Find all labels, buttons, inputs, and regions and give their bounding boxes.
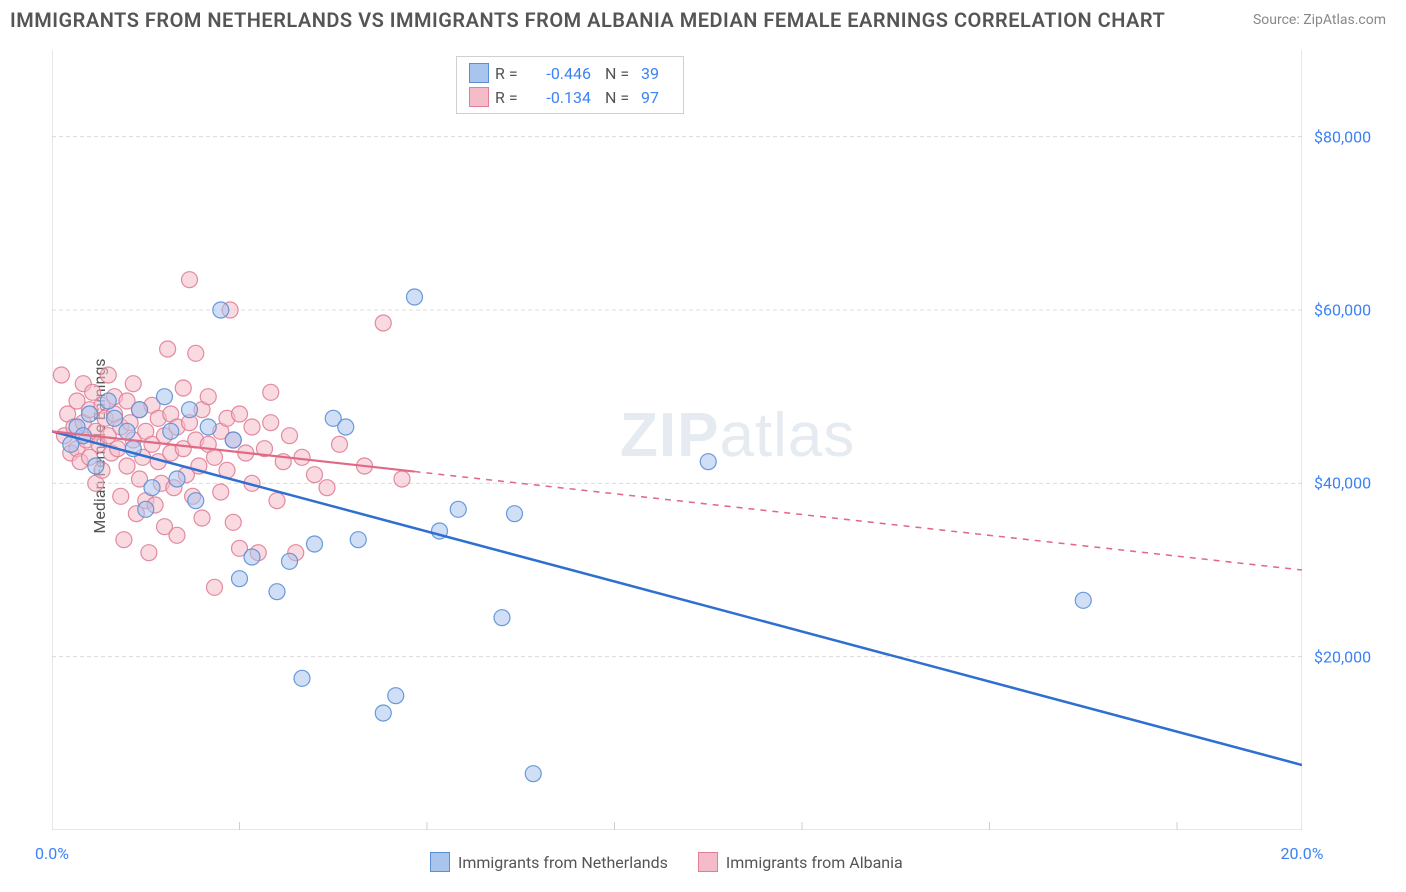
scatter-point [244, 549, 260, 565]
scatter-point [213, 484, 229, 500]
scatter-point [494, 610, 510, 626]
scatter-point [175, 380, 191, 396]
scatter-point [263, 415, 279, 431]
scatter-point [182, 272, 198, 288]
y-tick-label: $60,000 [1314, 301, 1371, 320]
scatter-point [263, 384, 279, 400]
legend-swatch [698, 852, 718, 872]
scatter-point [269, 493, 285, 509]
source-attribution: Source: ZipAtlas.com [1253, 12, 1386, 28]
scatter-point [182, 402, 198, 418]
scatter-point [525, 766, 541, 782]
legend-row: R =-0.446N =39 [469, 61, 671, 85]
scatter-point [116, 532, 132, 548]
trend-line-extrapolated [415, 472, 1303, 570]
scatter-point [375, 315, 391, 331]
scatter-point [169, 471, 185, 487]
scatter-point [160, 341, 176, 357]
scatter-plot [52, 50, 1302, 830]
scatter-point [200, 389, 216, 405]
legend-label: Immigrants from Netherlands [458, 853, 668, 872]
scatter-point [225, 514, 241, 530]
scatter-point [350, 532, 366, 548]
scatter-point [307, 536, 323, 552]
series-legend: Immigrants from Netherlands Immigrants fr… [430, 852, 903, 872]
scatter-point [138, 501, 154, 517]
scatter-point [141, 545, 157, 561]
legend-row: R =-0.134N =97 [469, 85, 671, 109]
scatter-point [394, 471, 410, 487]
scatter-point [144, 480, 160, 496]
scatter-point [113, 488, 129, 504]
scatter-point [225, 432, 241, 448]
scatter-point [294, 670, 310, 686]
scatter-point [53, 367, 69, 383]
scatter-point [125, 376, 141, 392]
scatter-point [132, 402, 148, 418]
scatter-point [163, 423, 179, 439]
scatter-point [338, 419, 354, 435]
scatter-point [82, 406, 98, 422]
scatter-point [119, 423, 135, 439]
scatter-point [319, 480, 335, 496]
scatter-point [157, 389, 173, 405]
scatter-point [1075, 592, 1091, 608]
scatter-point [307, 467, 323, 483]
scatter-point [294, 449, 310, 465]
scatter-point [188, 493, 204, 509]
scatter-point [332, 436, 348, 452]
scatter-point [207, 579, 223, 595]
x-tick-label: 0.0% [35, 844, 69, 863]
y-tick-label: $40,000 [1314, 474, 1371, 493]
scatter-point [213, 302, 229, 318]
legend-swatch [469, 63, 489, 83]
scatter-point [375, 705, 391, 721]
trend-line [52, 431, 1302, 765]
scatter-point [700, 454, 716, 470]
y-tick-label: $80,000 [1314, 127, 1371, 146]
scatter-point [188, 345, 204, 361]
chart-title: IMMIGRANTS FROM NETHERLANDS VS IMMIGRANT… [10, 8, 1165, 32]
y-tick-label: $20,000 [1314, 647, 1371, 666]
scatter-point [100, 367, 116, 383]
scatter-point [407, 289, 423, 305]
scatter-point [100, 393, 116, 409]
scatter-point [282, 553, 298, 569]
scatter-point [200, 419, 216, 435]
scatter-point [169, 527, 185, 543]
correlation-legend: R =-0.446N =39R =-0.134N =97 [456, 56, 684, 114]
legend-swatch [430, 852, 450, 872]
scatter-point [119, 458, 135, 474]
legend-swatch [469, 87, 489, 107]
legend-label: Immigrants from Albania [726, 853, 903, 872]
scatter-point [88, 458, 104, 474]
scatter-point [269, 584, 285, 600]
legend-item: Immigrants from Netherlands [430, 852, 668, 872]
scatter-point [507, 506, 523, 522]
scatter-point [207, 449, 223, 465]
scatter-point [107, 410, 123, 426]
scatter-point [450, 501, 466, 517]
scatter-point [194, 510, 210, 526]
legend-item: Immigrants from Albania [698, 852, 903, 872]
scatter-point [388, 688, 404, 704]
scatter-point [232, 571, 248, 587]
scatter-point [282, 428, 298, 444]
x-tick-label: 20.0% [1281, 844, 1324, 863]
scatter-point [232, 406, 248, 422]
scatter-point [244, 419, 260, 435]
